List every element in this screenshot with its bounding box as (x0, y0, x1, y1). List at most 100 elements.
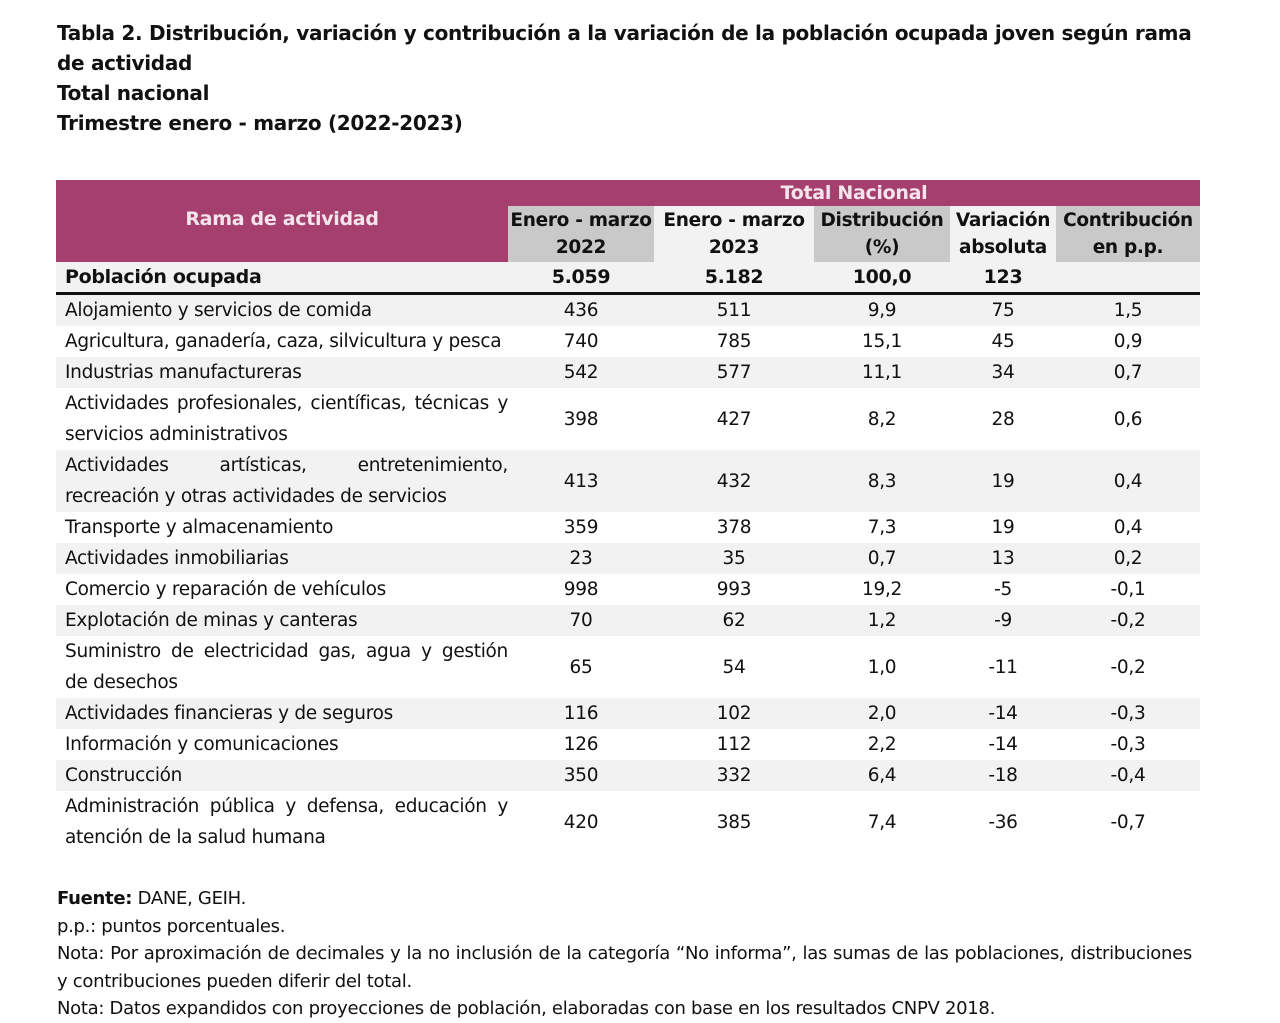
table-row: Administración pública y defensa, educac… (56, 791, 1200, 853)
row-name: Actividades profesionales, científicas, … (65, 393, 508, 445)
cell-variacion: 19 (991, 517, 1015, 538)
header-variacion: Variación absoluta (950, 206, 1056, 262)
total-row: Población ocupada 5.059 5.182 100,0 123 (56, 262, 1200, 295)
cell-variacion: 13 (950, 543, 1056, 574)
cell-distribucion: 1,0 (867, 656, 897, 678)
header-contribucion: Contribución en p.p. (1056, 206, 1200, 262)
row-name: Industrias manufactureras (56, 357, 508, 388)
cell-2022: 413 (508, 450, 654, 512)
cell-contribucion: 0,4 (1056, 450, 1200, 512)
cell-variacion: -11 (988, 656, 1018, 678)
total-label: Población ocupada (56, 262, 508, 295)
total-2023: 5.182 (654, 262, 814, 295)
source: DANE, GEIH. (132, 888, 247, 909)
cell-distribucion: 2,0 (814, 698, 950, 729)
cell-contribucion: -0,7 (1110, 811, 1146, 833)
title-line-1: Tabla 2. Distribución, variación y contr… (57, 21, 1192, 75)
row-name: Información y comunicaciones (65, 734, 339, 755)
total-distribucion: 100,0 (814, 262, 950, 295)
cell-2023: 102 (654, 698, 814, 729)
cell-2023: 378 (716, 517, 752, 538)
cell-distribucion: 8,3 (814, 450, 950, 512)
header-2022: Enero - marzo 2022 (508, 206, 654, 262)
source-label: Fuente: (57, 888, 133, 909)
cell-variacion: -36 (988, 811, 1018, 833)
cell-distribucion: 8,2 (867, 408, 897, 430)
cell-distribucion: 1,2 (814, 605, 950, 636)
cell-variacion: -14 (988, 734, 1018, 755)
cell-distribucion: 2,2 (867, 734, 897, 755)
cell-2022: 359 (563, 517, 599, 538)
footnotes: Fuente: DANE, GEIH. p.p.: puntos porcent… (57, 885, 1192, 1023)
cell-2022: 436 (508, 293, 654, 326)
cell-2023: 432 (654, 450, 814, 512)
cell-distribucion: 15,1 (862, 331, 902, 352)
cell-contribucion: -0,3 (1110, 734, 1146, 755)
cell-contribucion: -0,3 (1056, 698, 1200, 729)
table-row: Suministro de electricidad gas, agua y g… (56, 636, 1200, 698)
cell-distribucion: 9,9 (814, 293, 950, 326)
cell-2023: 385 (716, 811, 752, 833)
cell-contribucion: -0,2 (1110, 656, 1146, 678)
cell-variacion: -5 (994, 579, 1012, 600)
title-line-3: Trimestre enero - marzo (2022-2023) (57, 111, 463, 135)
row-name: Agricultura, ganadería, caza, silvicultu… (65, 331, 502, 352)
cell-2022: 70 (508, 605, 654, 636)
cell-2023: 35 (654, 543, 814, 574)
table-row: Información y comunicaciones 126 112 2,2 -14… (56, 729, 1200, 760)
total-variacion: 123 (950, 262, 1056, 295)
cell-contribucion: -0,1 (1110, 579, 1146, 600)
cell-variacion: -9 (950, 605, 1056, 636)
table-row: Explotación de minas y canteras 70 62 1,2 -9… (56, 605, 1200, 636)
cell-2023: 577 (654, 357, 814, 388)
table-row: Actividades financieras y de seguros 116 1… (56, 698, 1200, 729)
cell-variacion: 28 (991, 408, 1015, 430)
table-row: Industrias manufactureras 542 577 11,1 34 0,7 (56, 357, 1200, 388)
cell-distribucion: 11,1 (814, 357, 950, 388)
table-row: Actividades profesionales, científicas, … (56, 388, 1200, 450)
cell-contribucion: 0,9 (1113, 331, 1143, 352)
header-rama: Rama de actividad (56, 180, 508, 262)
row-name: Administración pública y defensa, educac… (65, 796, 508, 848)
table-row: Actividades artísticas, entretenimiento,… (56, 450, 1200, 512)
row-name: Comercio y reparación de vehículos (65, 579, 387, 600)
header-total-nacional: Total Nacional (508, 180, 1200, 206)
cell-2023: 112 (716, 734, 752, 755)
cell-2023: 427 (716, 408, 752, 430)
header-distribucion: Distribución (%) (814, 206, 950, 262)
cell-distribucion: 6,4 (814, 760, 950, 791)
cell-variacion: -14 (950, 698, 1056, 729)
table-row: Comercio y reparación de vehículos 998 993… (56, 574, 1200, 605)
cell-contribucion: -0,4 (1056, 760, 1200, 791)
cell-2022: 420 (563, 811, 599, 833)
row-name: Suministro de electricidad gas, agua y g… (65, 641, 508, 693)
row-name: Actividades inmobiliarias (56, 543, 508, 574)
table-row: Transporte y almacenamiento 359 378 7,3 19 0,… (56, 512, 1200, 543)
cell-contribucion: 1,5 (1056, 293, 1200, 326)
cell-2023: 993 (716, 579, 752, 600)
row-name: Actividades financieras y de seguros (56, 698, 508, 729)
total-contribucion (1056, 262, 1200, 295)
row-name: Actividades artísticas, entretenimiento,… (56, 450, 508, 512)
note-2: Nota: Datos expandidos con proyecciones … (57, 998, 995, 1019)
cell-2023: 62 (654, 605, 814, 636)
cell-2022: 116 (508, 698, 654, 729)
row-name: Transporte y almacenamiento (65, 517, 334, 538)
cell-contribucion: 0,6 (1113, 408, 1143, 430)
total-2022: 5.059 (508, 262, 654, 295)
cell-distribucion: 19,2 (862, 579, 902, 600)
cell-2022: 998 (563, 579, 599, 600)
cell-2023: 332 (654, 760, 814, 791)
cell-variacion: 45 (991, 331, 1015, 352)
cell-2022: 542 (508, 357, 654, 388)
cell-variacion: -18 (950, 760, 1056, 791)
table-row: Actividades inmobiliarias 23 35 0,7 13 0,2 (56, 543, 1200, 574)
cell-distribucion: 0,7 (814, 543, 950, 574)
cell-variacion: 19 (950, 450, 1056, 512)
cell-2022: 350 (508, 760, 654, 791)
cell-variacion: 34 (950, 357, 1056, 388)
cell-variacion: 75 (950, 293, 1056, 326)
cell-2022: 398 (563, 408, 599, 430)
table-row: Construcción 350 332 6,4 -18 -0,4 (56, 760, 1200, 791)
table-row: Alojamiento y servicios de comida 436 511 9… (56, 293, 1200, 326)
